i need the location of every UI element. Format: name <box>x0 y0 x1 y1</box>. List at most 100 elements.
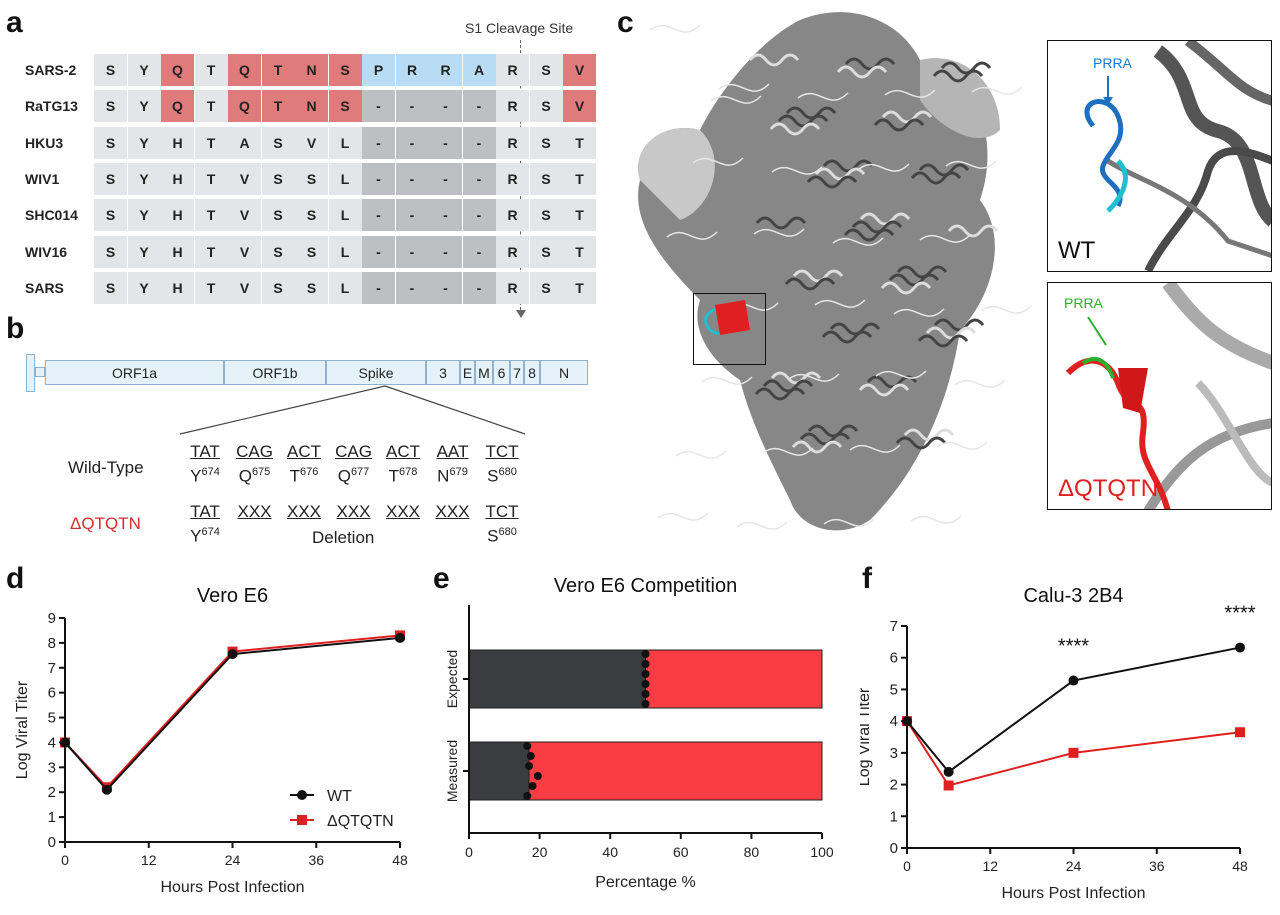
residue-cell: T <box>194 235 228 268</box>
x-tick-label: 12 <box>982 858 998 874</box>
residue-cell: Q <box>228 90 261 123</box>
data-point <box>641 700 650 708</box>
genome-segment: 8 <box>524 360 540 385</box>
x-tick-label: 48 <box>1232 858 1248 874</box>
data-point <box>525 762 534 770</box>
residue-cell: Y <box>127 54 161 86</box>
bar-segment <box>528 741 823 801</box>
category-label: Measured <box>444 740 460 802</box>
x-tick-label: 60 <box>673 844 689 860</box>
codon: CAG <box>335 442 372 461</box>
data-point <box>641 660 650 668</box>
helix <box>755 216 807 230</box>
helix <box>844 57 896 71</box>
codon: XXX <box>385 502 421 521</box>
loop <box>753 228 805 237</box>
helix <box>785 106 837 120</box>
amino-acid: S <box>487 526 499 546</box>
codon: CAG <box>236 442 273 461</box>
codon: AAT <box>436 442 469 461</box>
residue-cell: H <box>161 271 194 304</box>
y-axis-label: Log Viral Titer <box>14 680 31 779</box>
helix <box>859 212 911 226</box>
residue-number: 676 <box>300 466 319 478</box>
residue-cell: - <box>362 235 395 268</box>
mutant-codon: TCT <box>479 502 525 522</box>
legend-marker <box>297 790 307 800</box>
residue-cell: T <box>261 54 295 86</box>
sequence-name: WIV1 <box>25 170 60 187</box>
residue-cell: Y <box>127 271 161 304</box>
helix <box>821 330 873 344</box>
y-tick-label: 0 <box>890 840 898 857</box>
data-point <box>101 784 112 795</box>
residue-cell: T <box>261 90 295 123</box>
data-point <box>526 752 535 760</box>
residue-cell: - <box>429 235 462 268</box>
residue-cell: S <box>261 162 295 195</box>
mutant-codon: TAT <box>182 502 228 522</box>
wild-type-label: Wild-Type <box>68 458 144 477</box>
residue-cell: V <box>228 162 261 195</box>
residue-cell: R <box>429 54 462 86</box>
data-point <box>60 737 70 748</box>
panel-label-a: a <box>6 6 23 39</box>
wt-amino-acid: N679 <box>430 466 476 487</box>
residue-cell: - <box>395 235 429 268</box>
residue-cell: T <box>194 199 228 232</box>
helix <box>814 167 866 181</box>
loop <box>771 166 823 175</box>
codon: TCT <box>485 502 519 521</box>
residue-cell: R <box>496 54 529 86</box>
residue-cell: N <box>295 54 328 86</box>
codon: TAT <box>190 442 220 461</box>
loop <box>675 450 727 459</box>
residue-number: 680 <box>498 526 517 538</box>
genome-segment: ORF1a <box>45 360 224 385</box>
x-axis-label: Hours Post Infection <box>1001 885 1145 902</box>
residue-cell: - <box>429 199 462 232</box>
x-axis-label: Percentage % <box>595 874 696 891</box>
y-tick-label: 0 <box>48 834 56 851</box>
residue-cell: A <box>462 54 496 86</box>
x-tick-label: 100 <box>810 844 834 860</box>
loop <box>936 441 988 450</box>
residue-cell: S <box>529 271 563 304</box>
y-tick-label: 5 <box>890 681 898 698</box>
wt-loop-structure <box>1084 41 1271 271</box>
y-tick-label: 5 <box>48 710 56 727</box>
residue-cell: T <box>563 199 596 232</box>
residue-cell: S <box>261 235 295 268</box>
panel-label-e: e <box>433 562 450 595</box>
genome-segment: E <box>460 360 475 385</box>
helix <box>881 110 933 124</box>
codon: XXX <box>286 502 322 521</box>
residue-cell: - <box>462 271 496 304</box>
deletion-highlight <box>715 300 750 335</box>
x-axis-label: Hours Post Infection <box>160 879 304 896</box>
residue-cell: S <box>94 199 127 232</box>
wt-inset-label: WT <box>1058 237 1096 264</box>
sequence-name: RaTG13 <box>25 98 78 115</box>
loop <box>910 515 962 524</box>
loop <box>814 299 866 308</box>
loop <box>971 86 1023 95</box>
series-line <box>906 720 1241 787</box>
data-point <box>1068 747 1079 758</box>
genome-segment: 7 <box>510 360 524 385</box>
residue-cell: T <box>563 271 596 304</box>
y-tick-label: 7 <box>48 660 56 677</box>
sequence-name: SHC014 <box>25 207 78 224</box>
mutant-codon: XXX <box>281 502 327 522</box>
residue-cell: S <box>529 126 563 159</box>
helix <box>903 428 955 442</box>
residue-cell: V <box>295 126 328 159</box>
residue-cell: S <box>94 235 127 268</box>
residue-cell: S <box>261 199 295 232</box>
data-point <box>641 670 650 678</box>
codon: ACT <box>287 442 321 461</box>
y-tick-label: 6 <box>48 685 56 702</box>
residue-cell: S <box>94 90 127 123</box>
